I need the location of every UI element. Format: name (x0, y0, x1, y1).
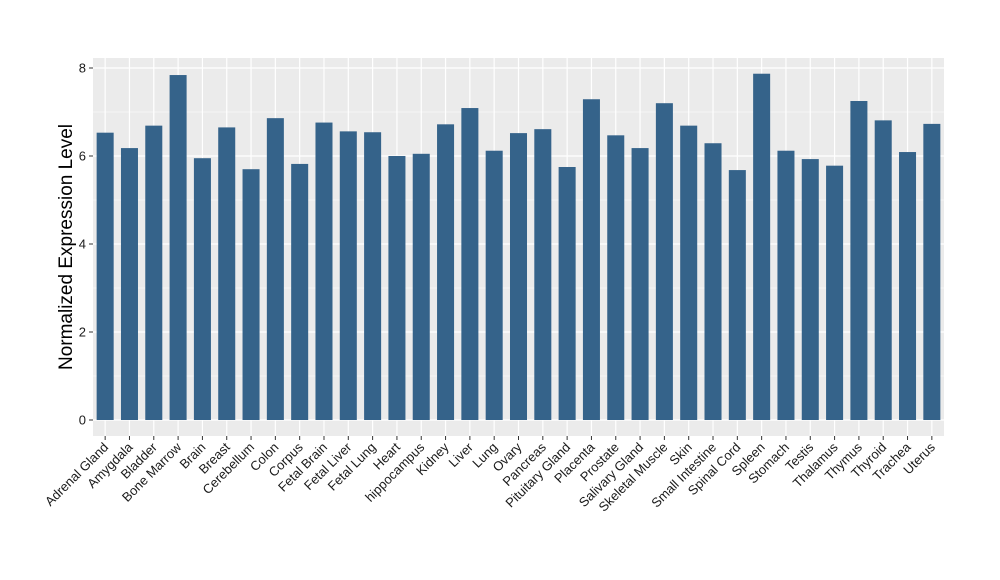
bar (607, 135, 625, 420)
y-tick-label: 8 (79, 61, 86, 76)
y-axis-title: Normalized Expression Level (56, 124, 77, 370)
x-tick-label: Liver (445, 439, 476, 470)
bar (120, 148, 138, 420)
bar (364, 132, 382, 421)
bar (242, 169, 260, 420)
bar (412, 153, 430, 421)
y-tick-label: 6 (79, 149, 86, 164)
bar (96, 132, 114, 420)
bar (534, 129, 552, 420)
bar (339, 131, 357, 421)
bar (728, 170, 746, 420)
bar (631, 148, 649, 420)
bar (315, 122, 333, 420)
bar (558, 167, 576, 420)
bar (437, 124, 455, 420)
bar (753, 73, 771, 420)
bar (899, 152, 917, 421)
bar (801, 159, 819, 420)
y-tick-label: 2 (79, 325, 86, 340)
y-axis: 0 2 4 6 8 (79, 61, 93, 428)
bar (193, 158, 211, 420)
bar (874, 120, 892, 421)
bar (655, 103, 673, 420)
bars (96, 73, 941, 421)
bar (582, 99, 600, 421)
bar (777, 150, 795, 420)
bar (388, 156, 406, 420)
bar (704, 143, 722, 421)
bar (509, 133, 528, 420)
bar (169, 75, 187, 420)
y-tick-label: 4 (79, 237, 86, 252)
bar (485, 150, 503, 420)
bar (291, 163, 309, 421)
bar (826, 165, 844, 420)
bar (461, 108, 479, 420)
bar (680, 125, 698, 420)
bar (266, 118, 284, 420)
y-tick-label: 0 (79, 413, 86, 428)
bar (218, 127, 236, 421)
bar (923, 123, 941, 420)
bar (145, 125, 163, 420)
bar (850, 101, 868, 420)
